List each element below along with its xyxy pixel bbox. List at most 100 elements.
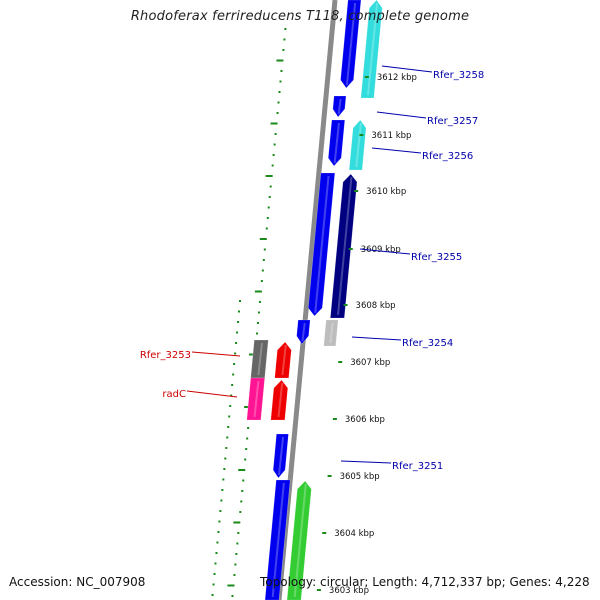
gc-mark — [244, 458, 247, 461]
gc-mark — [215, 552, 218, 554]
gc-mark — [224, 457, 227, 460]
cds-feature[interactable] — [286, 480, 312, 600]
gc-mark — [241, 490, 244, 492]
scale-tick — [322, 532, 327, 534]
gc-mark — [280, 70, 283, 72]
gc-mark — [257, 311, 260, 314]
scale-tick — [359, 134, 364, 136]
cds-feature[interactable] — [360, 0, 383, 99]
gene-leader-line — [340, 460, 392, 464]
gc-mark — [246, 437, 249, 440]
gc-mark — [244, 406, 252, 408]
gc-mark — [213, 573, 216, 575]
gc-mark — [227, 584, 235, 587]
gc-mark — [228, 415, 231, 418]
gc-mark — [245, 448, 248, 450]
scale-tick-label: 3605 kbp — [340, 472, 380, 482]
cds-feature[interactable] — [272, 433, 289, 479]
cds-track — [246, 0, 383, 600]
cds-feature[interactable] — [329, 173, 358, 319]
scale-tick — [327, 475, 332, 477]
cds-shine — [257, 342, 263, 376]
gc-mark — [230, 394, 233, 397]
gc-mark — [235, 342, 238, 344]
genome-summary-text: Topology: circular; Length: 4,712,337 bp… — [260, 575, 590, 589]
cds-feature[interactable] — [274, 341, 292, 379]
gc-mark — [217, 531, 220, 533]
gc-mark — [276, 112, 279, 114]
gc-mark — [242, 479, 245, 482]
gc-mark — [276, 59, 284, 62]
gc-mark — [265, 227, 268, 230]
gc-mark — [265, 175, 273, 177]
gc-mark — [231, 384, 234, 386]
scale-tick — [343, 304, 348, 306]
cds-feature[interactable] — [307, 172, 336, 317]
gc-mark — [249, 353, 257, 356]
cds-feature[interactable] — [246, 377, 266, 421]
cds-shine — [355, 122, 362, 168]
gene-label[interactable]: Rfer_3257 — [427, 116, 478, 127]
gene-label[interactable]: Rfer_3253 — [140, 350, 191, 361]
gene-label[interactable]: Rfer_3251 — [392, 461, 443, 472]
gc-mark — [277, 101, 280, 104]
gc-mark — [279, 80, 282, 83]
scale-tick-label: 3603 kbp — [329, 586, 369, 596]
gc-mark — [274, 133, 277, 135]
gc-mark — [284, 28, 287, 30]
cds-feature[interactable] — [270, 379, 289, 421]
scale-tick-label: 3609 kbp — [361, 245, 401, 255]
gc-mark — [221, 489, 224, 491]
gc-mark — [247, 427, 250, 429]
gene-labels: Rfer_3258 Rfer_3257 Rfer_3256 Rfer_3255 Rfer… — [140, 65, 484, 472]
gc-mark — [255, 332, 258, 335]
gc-mark — [278, 91, 281, 93]
gene-leader-line — [359, 248, 411, 255]
gene-label[interactable]: Rfer_3254 — [402, 338, 453, 349]
cds-shine — [277, 382, 284, 418]
gene-leader-line — [371, 147, 422, 154]
cds-feature[interactable] — [327, 119, 346, 167]
gc-mark — [283, 38, 286, 41]
gene-leader-line — [351, 336, 402, 341]
gc-mark — [270, 122, 278, 125]
cds-shine — [277, 436, 285, 476]
cds-feature[interactable] — [348, 119, 367, 171]
gc-mark — [222, 478, 225, 481]
gc-mark — [237, 532, 240, 534]
gc-mark — [262, 259, 265, 261]
cds-feature[interactable] — [264, 479, 291, 600]
gc-mark — [238, 469, 246, 471]
gc-mark — [256, 322, 259, 324]
scale-tick-label: 3607 kbp — [350, 358, 390, 368]
scale-tick-label: 3604 kbp — [334, 529, 374, 539]
gene-label[interactable]: Rfer_3256 — [422, 151, 473, 162]
gc-mark — [240, 500, 243, 503]
gc-mark — [234, 352, 237, 355]
gc-mark — [211, 594, 214, 596]
gc-mark — [231, 595, 234, 597]
gc-mark — [273, 143, 276, 146]
gc-mark — [218, 520, 221, 523]
gc-mark — [282, 49, 285, 51]
gc-mark — [272, 154, 275, 156]
gc-mark — [259, 238, 267, 240]
cds-shine — [271, 482, 285, 598]
gc-mark — [271, 164, 274, 167]
scale-tick-label: 3608 kbp — [356, 301, 396, 311]
gene-label[interactable]: Rfer_3255 — [411, 252, 462, 263]
cds-feature[interactable] — [332, 95, 347, 118]
cds-feature[interactable] — [323, 319, 339, 347]
scale-tick — [348, 248, 353, 250]
cds-feature[interactable] — [296, 319, 311, 345]
gc-mark — [214, 562, 217, 565]
cds-shine — [337, 98, 342, 115]
gc-mark — [226, 436, 229, 439]
cds-feature[interactable] — [340, 0, 362, 89]
gc-mark — [258, 301, 261, 303]
gene-label[interactable]: Rfer_3258 — [433, 70, 484, 81]
gc-mark — [261, 269, 264, 272]
gene-label[interactable]: radC — [162, 389, 186, 400]
